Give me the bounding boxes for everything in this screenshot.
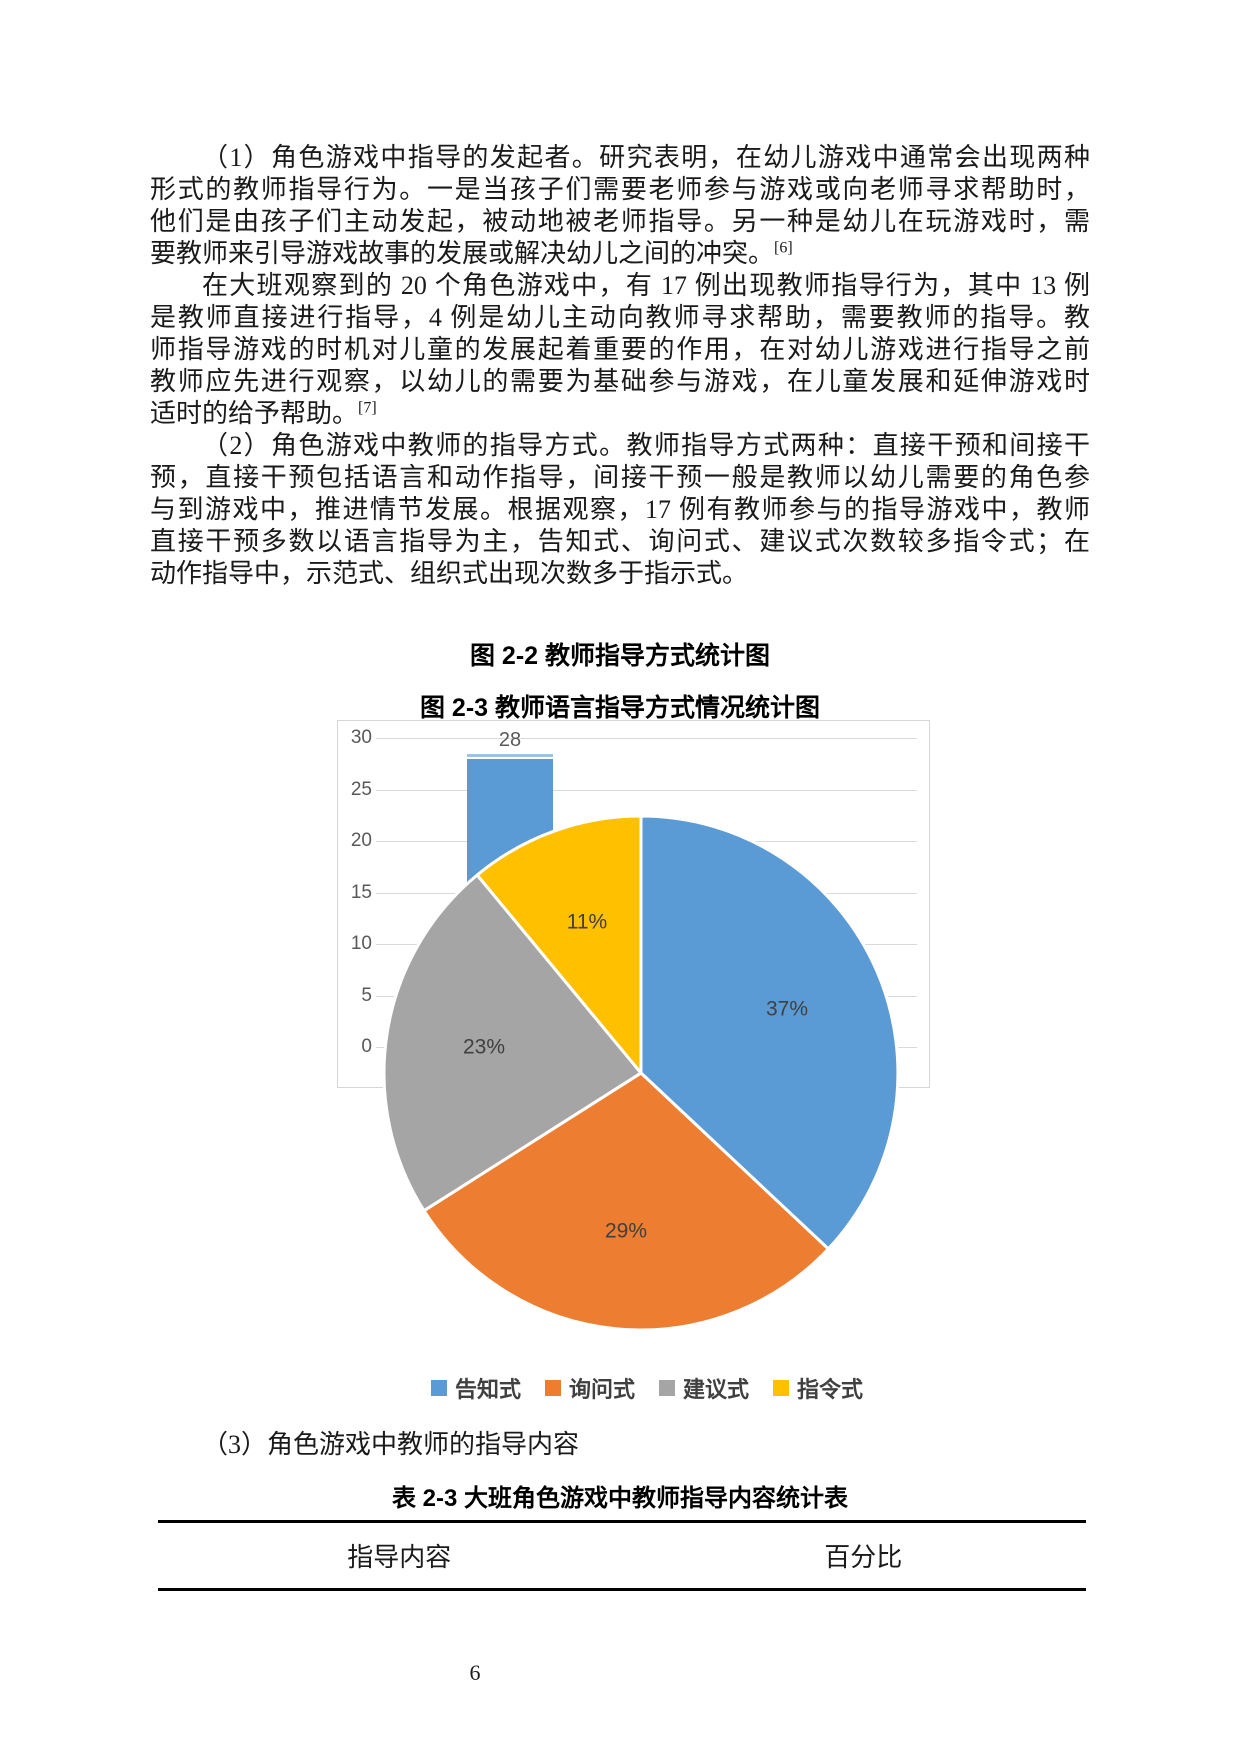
paragraph-2-line: 适时的给予帮助。[7] [150,398,1090,430]
paragraph-1-line: 他们是由孩子们主动发起，被动地被老师指导。另一种是幼儿在玩游戏时，需 [150,207,1090,236]
legend-swatch-icon [430,1380,447,1396]
paragraph-2-tail: 适时的给予帮助。 [150,399,359,428]
paragraph-1-line: （1）角色游戏中指导的发起者。研究表明，在幼儿游戏中通常会出现两种 [202,143,1090,172]
pie-slice-label: 11% [567,911,607,934]
y-axis-tick-label: 15 [350,882,372,903]
paragraph-2-line: 教师应先进行观察，以幼儿的需要为基础参与游戏，在儿童发展和延伸游戏时 [150,367,1090,396]
paragraph-3-line: 动作指导中，示范式、组织式出现次数多于指示式。 [150,559,749,588]
legend-label: 告知式 [454,1377,521,1402]
legend-label: 询问式 [568,1377,635,1402]
y-axis-tick-label: 10 [350,933,372,954]
legend-swatch-icon [659,1380,675,1396]
paragraph-3-line: （2）角色游戏中教师的指导方式。教师指导方式两种：直接干预和间接干 [202,431,1090,460]
pie-chart: 37% 29% 23% 11% [382,814,900,1332]
pie-slice-label: 29% [605,1220,647,1243]
paragraph-1-line: 要教师来引导游戏故事的发展或解决幼儿之间的冲突。[6] [150,238,1090,270]
body-text: （1）角色游戏中指导的发起者。研究表明，在幼儿游戏中通常会出现两种 形式的教师指… [150,142,1090,590]
bar-top-highlight [467,754,553,757]
legend-label: 指令式 [797,1377,864,1402]
citation-ref-6: [6] [774,239,793,257]
bar-data-label: 28 [498,729,522,751]
paragraph-1-line: 形式的教师指导行为。一是当孩子们需要老师参与游戏或向老师寻求帮助时， [150,175,1090,204]
paragraph-3-line: 预，直接干预包括语言和动作指导，间接干预一般是教师以幼儿需要的角色参 [150,463,1090,492]
pie-slice-label: 23% [463,1036,505,1059]
pie-slice [422,1071,830,1332]
table-header-percentage: 百分比 [824,1543,903,1572]
legend-item: 告知式 [430,1372,521,1404]
legend-item: 建议式 [659,1372,749,1404]
y-axis-tick-label: 25 [350,779,372,800]
y-axis-tick-label: 0 [361,1036,372,1057]
table-header-guidance-content: 指导内容 [347,1543,452,1572]
legend-swatch-icon [544,1380,561,1396]
legend-item: 指令式 [773,1372,863,1404]
paragraph-2-line: 在大班观察到的 20 个角色游戏中，有 17 例出现教师指导行为，其中 13 例 [202,271,1090,300]
paragraph-2-line: 师指导游戏的时机对儿童的发展起着重要的作用，在对幼儿游戏进行指导之前 [150,335,1090,364]
y-axis-tick-label: 5 [361,985,372,1006]
figure-2-2-caption: 图 2-2 教师指导方式统计图 [469,642,771,670]
item-3-heading: （3）角色游戏中教师的指导内容 [202,1430,580,1459]
pie-slice-label: 37% [766,998,808,1021]
pie-slice [475,814,643,1075]
paragraph-3-line: 直接干预多数以语言指导为主，告知式、询问式、建议式次数较多指令式；在 [150,527,1090,556]
y-axis-tick-label: 30 [350,727,372,748]
citation-ref-7: [7] [358,399,377,417]
table-2-3-caption: 表 2-3 大班角色游戏中教师指导内容统计表 [391,1485,849,1512]
gridline [376,738,917,739]
figure-2-3-caption: 图 2-3 教师语言指导方式情况统计图 [419,694,821,722]
page-number: 6 [469,1660,481,1685]
pie-slice [382,873,643,1213]
statistics-table: 指导内容 百分比 [158,1520,1086,1591]
paragraph-2-line: 是教师直接进行指导，4 例是幼儿主动向教师寻求帮助，需要教师的指导。教 [150,303,1090,332]
legend-swatch-icon [773,1380,790,1396]
pie-slice [639,814,900,1251]
legend-label: 建议式 [683,1377,750,1402]
legend-item: 询问式 [544,1372,635,1404]
paragraph-1-tail: 要教师来引导游戏故事的发展或解决幼儿之间的冲突。 [150,239,775,268]
chart-legend: 告知式 询问式 建议式 指令式 [337,1372,957,1404]
paragraph-3-line: 与到游戏中，推进情节发展。根据观察，17 例有教师参与的指导游戏中，教师 [150,495,1090,524]
gridline [376,790,917,791]
y-axis-tick-label: 20 [350,830,372,851]
